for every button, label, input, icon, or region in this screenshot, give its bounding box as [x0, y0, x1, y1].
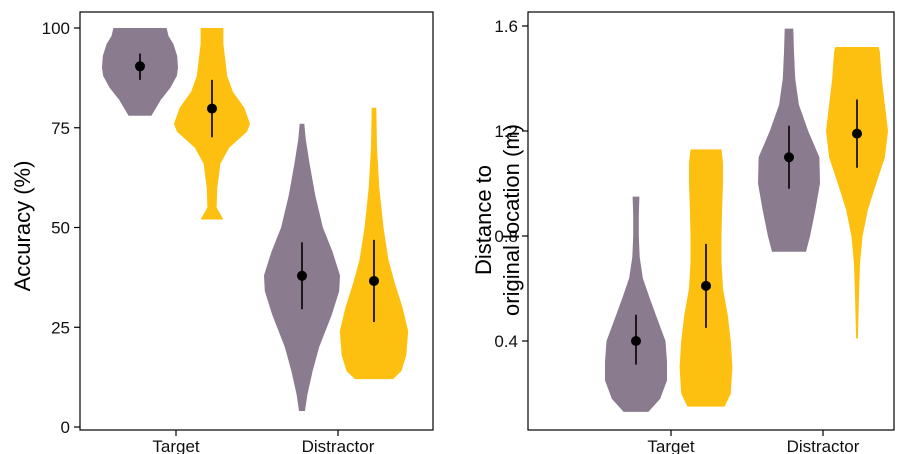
y-tick-label: 50 [51, 219, 70, 238]
x-tick-label-distractor: Distractor [787, 437, 860, 454]
mean-point-distractor-a [297, 270, 307, 281]
mean-point-target-a [631, 336, 641, 346]
y-tick-label: 1.2 [494, 122, 518, 141]
y-axis-label: Accuracy (%) [10, 161, 35, 292]
mean-point-target-b [207, 103, 217, 114]
violin-distractor-b [826, 47, 888, 339]
y-tick-label: 1.6 [494, 17, 518, 36]
y-axis-label: Distance to original location (m) [471, 124, 524, 316]
mean-point-distractor-b [852, 128, 862, 139]
y-tick-label: 0 [61, 418, 70, 437]
x-tick-label-target: Target [647, 437, 695, 454]
panel-1: 0 25 50 75 100 Target Distractor Accuracy (%) [10, 11, 434, 454]
panel-frame [527, 11, 895, 431]
x-tick-label-target: Target [152, 437, 200, 454]
panel-frame [79, 11, 434, 431]
y-tick-label: 100 [42, 19, 70, 38]
x-tick-label-distractor: Distractor [302, 437, 375, 454]
mean-point-target-b [701, 280, 711, 291]
y-tick-label: 0.8 [494, 227, 518, 246]
mean-point-distractor-b [369, 275, 379, 286]
panel-2: 0.4 0.8 1.2 1.6 Target Distractor Distance to o… [471, 11, 895, 454]
violin-target-a [605, 196, 667, 412]
y-tick-label: 25 [51, 318, 70, 337]
y-tick-label: 75 [51, 119, 70, 138]
mean-point-target-a [135, 61, 145, 72]
mean-point-distractor-a [784, 152, 794, 163]
y-tick-label: 0.4 [494, 332, 518, 351]
